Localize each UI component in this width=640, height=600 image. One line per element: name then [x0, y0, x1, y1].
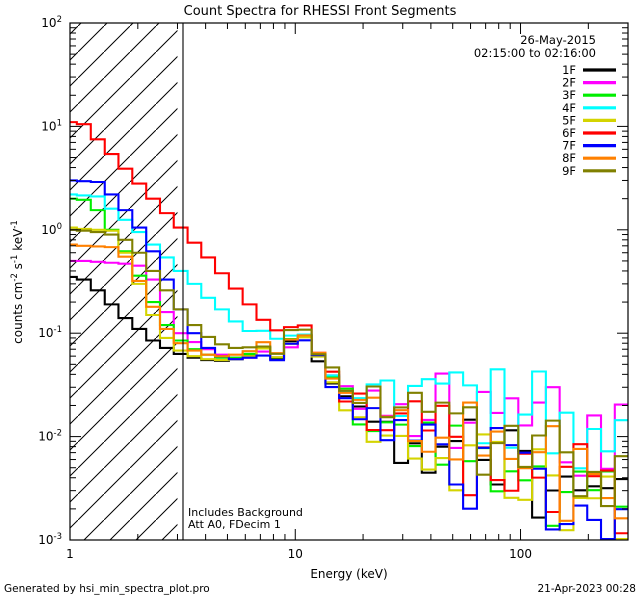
- y-tick-label: 10-3: [38, 532, 62, 547]
- plot-frame: [69, 22, 629, 541]
- legend-label-8F: 8F: [562, 151, 576, 165]
- y-tick-label: 102: [41, 15, 62, 30]
- y-tick-label: 10-1: [38, 325, 62, 340]
- y-tick-label: 100: [41, 222, 62, 237]
- excluded-band-hatch: [70, 23, 178, 540]
- y-tick-label: 101: [41, 118, 62, 133]
- legend-label-9F: 9F: [562, 164, 576, 178]
- footer-timestamp: 21-Apr-2023 00:28: [537, 583, 636, 595]
- spectrum-line-9F: [70, 228, 628, 508]
- background-note: Includes Background: [188, 506, 303, 519]
- x-tick-label: 100: [509, 547, 532, 561]
- legend-label-6F: 6F: [562, 126, 576, 140]
- x-tick-label: 1: [66, 547, 74, 561]
- page-title: Count Spectra for RHESSI Front Segments: [184, 4, 457, 19]
- legend-label-4F: 4F: [562, 101, 576, 115]
- observation-time-range: 02:15:00 to 02:16:00: [474, 46, 596, 60]
- footer-generator: Generated by hsi_min_spectra_plot.pro: [4, 583, 210, 595]
- axis-ticks: [69, 22, 629, 541]
- x-tick-label: 10: [288, 547, 303, 561]
- y-axis-label: counts cm-2 s-1 keV-1: [10, 220, 25, 344]
- x-axis-label: Energy (keV): [310, 567, 387, 581]
- spectra-curves: [70, 121, 628, 540]
- legend-label-1F: 1F: [562, 63, 576, 77]
- svg-text:counts cm-2 s-1 keV-1: counts cm-2 s-1 keV-1: [10, 220, 25, 344]
- legend-label-7F: 7F: [562, 139, 576, 153]
- y-tick-label: 10-2: [38, 429, 62, 444]
- legend-label-3F: 3F: [562, 88, 576, 102]
- x-tick-labels: 1 10 100: [66, 547, 532, 561]
- y-tick-labels: 10-3 10-2 10-1 100 101 102: [38, 15, 62, 547]
- observation-date: 26-May-2015: [520, 33, 596, 47]
- legend-label-5F: 5F: [562, 113, 576, 127]
- attenuator-note: Att A0, FDecim 1: [188, 518, 281, 531]
- legend-label-2F: 2F: [562, 76, 576, 90]
